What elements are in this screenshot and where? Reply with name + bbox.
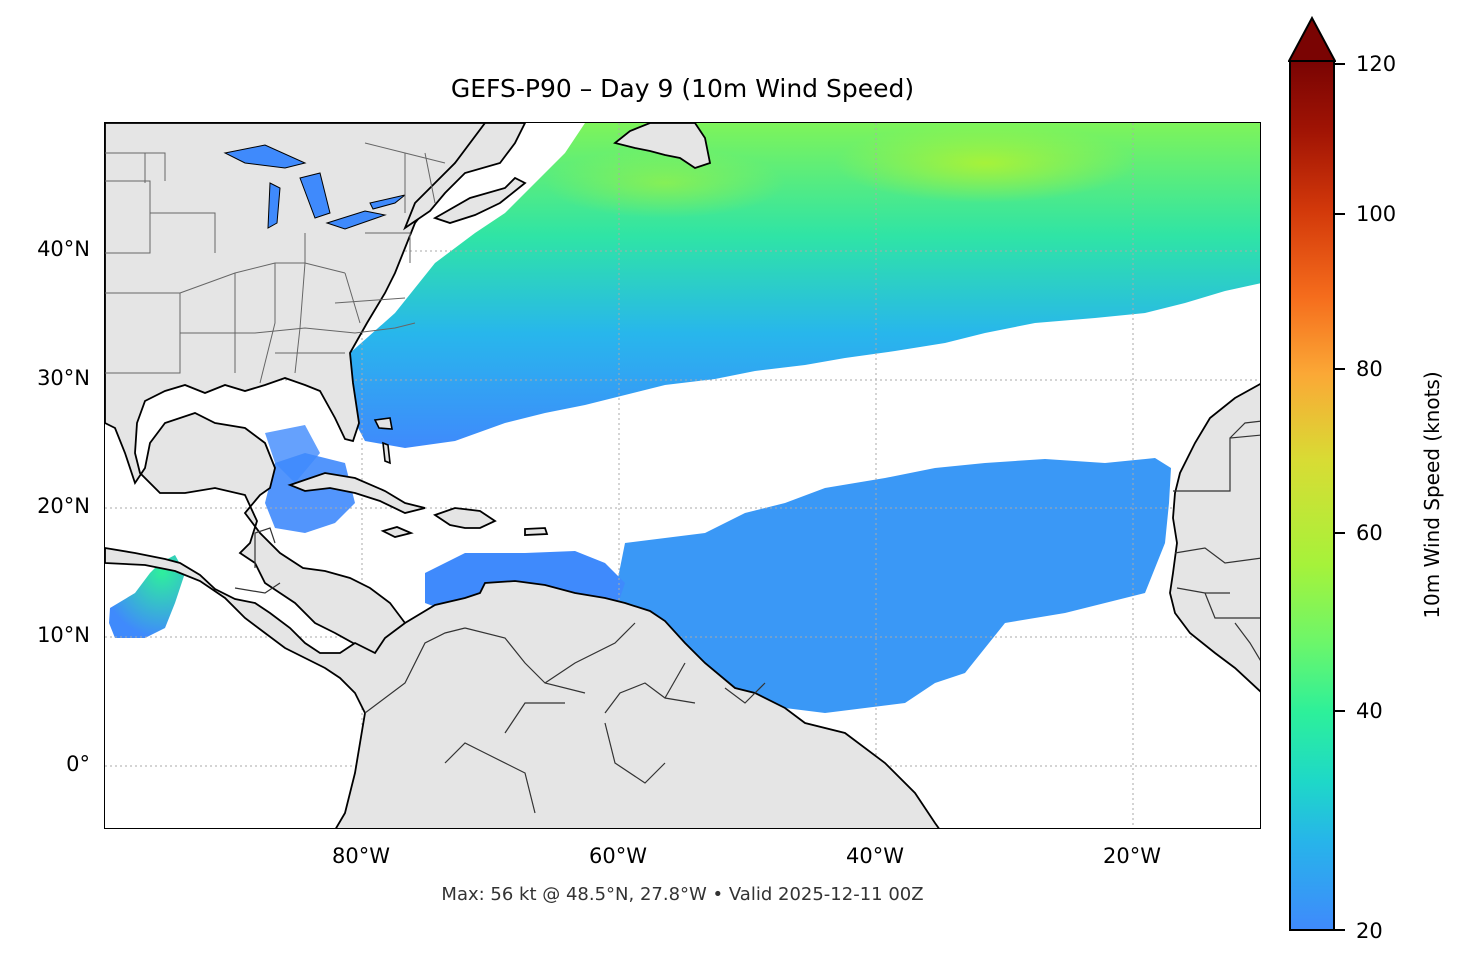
state-borders xyxy=(105,142,446,384)
y-tick-30n: 30°N xyxy=(37,366,90,390)
land-puerto-rico xyxy=(524,527,549,536)
colorbar-tick xyxy=(1335,532,1345,534)
colorbar-tick xyxy=(1335,710,1345,712)
colorbar-tick xyxy=(1335,213,1345,215)
x-tick-80w: 80°W xyxy=(332,844,390,868)
land-cuba xyxy=(287,472,426,514)
colorbar-tick xyxy=(1335,63,1345,65)
country-borders xyxy=(234,527,766,814)
colorbar-label-100: 100 xyxy=(1356,202,1397,226)
wind-field-tehuantepec xyxy=(109,555,185,638)
y-tick-40n: 40°N xyxy=(37,237,90,261)
colorbar-label-40: 40 xyxy=(1356,699,1383,723)
great-lakes xyxy=(223,144,406,230)
colorbar xyxy=(1289,60,1335,931)
colorbar-extend-arrow xyxy=(1288,16,1336,62)
figure-title: GEFS-P90 – Day 9 (10m Wind Speed) xyxy=(450,74,915,103)
wind-field-tropics xyxy=(615,458,1171,713)
x-tick-20w: 20°W xyxy=(1103,844,1161,868)
land-central-america xyxy=(105,547,940,828)
land-north-america xyxy=(105,123,517,684)
land-nova-scotia xyxy=(432,176,527,224)
land-bahamas xyxy=(373,417,393,465)
colorbar-label-60: 60 xyxy=(1356,521,1383,545)
land-jamaica xyxy=(380,526,414,538)
x-tick-40w: 40°W xyxy=(846,844,904,868)
colorbar-label-120: 120 xyxy=(1356,52,1397,76)
colorbar-label-80: 80 xyxy=(1356,357,1383,381)
colorbar-tick xyxy=(1335,368,1345,370)
colorbar-title: 10m Wind Speed (knots) xyxy=(1420,371,1444,619)
y-tick-20n: 20°N xyxy=(37,494,90,518)
colorbar-label-20: 20 xyxy=(1356,919,1383,943)
land-newfoundland xyxy=(613,123,712,169)
x-tick-60w: 60°W xyxy=(589,844,647,868)
map-svg xyxy=(105,123,1260,828)
map-panel xyxy=(104,122,1261,829)
land-west-africa xyxy=(1169,383,1260,693)
figure-subtitle: Max: 56 kt @ 48.5°N, 27.8°W • Valid 2025… xyxy=(441,884,924,905)
land-hispaniola xyxy=(432,507,497,529)
y-tick-10n: 10°N xyxy=(37,623,90,647)
y-tick-0: 0° xyxy=(66,752,90,776)
colorbar-tick xyxy=(1335,929,1345,931)
